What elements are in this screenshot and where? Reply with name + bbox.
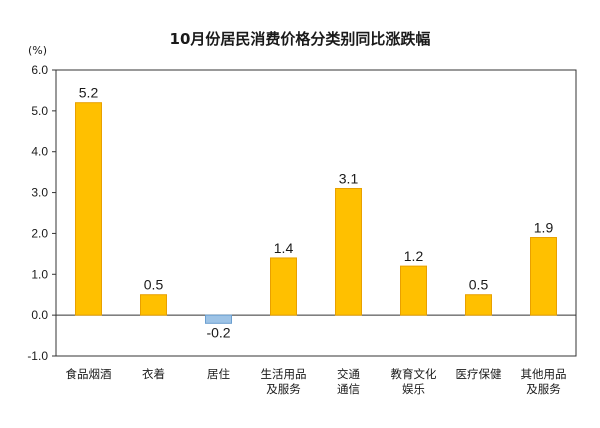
category-label-4-line2: 通信 <box>337 382 360 396</box>
data-label-2: -0.2 <box>206 324 230 340</box>
y-tick-label: 5.0 <box>31 104 48 118</box>
category-label-7: 其他用品 <box>521 367 567 381</box>
y-axis-unit: (%) <box>28 44 47 57</box>
category-label-4: 交通 <box>337 367 360 381</box>
data-label-4: 3.1 <box>339 170 359 186</box>
bar-6 <box>465 294 492 316</box>
bar-1 <box>140 294 167 316</box>
data-label-1: 0.5 <box>144 277 164 293</box>
y-tick-label: 2.0 <box>31 226 48 240</box>
bar-7 <box>530 237 557 316</box>
bar-2 <box>205 314 232 324</box>
y-tick-label: 1.0 <box>31 267 48 281</box>
category-label-0: 食品烟酒 <box>66 367 112 381</box>
category-label-5: 教育文化 <box>391 367 437 381</box>
category-label-6: 医疗保健 <box>456 367 502 381</box>
category-label-2: 居住 <box>207 367 230 381</box>
bar-3 <box>270 257 297 316</box>
bar-0 <box>75 102 102 316</box>
data-label-3: 1.4 <box>274 240 294 256</box>
y-tick-label: 6.0 <box>31 63 48 77</box>
category-label-5-line2: 娱乐 <box>402 382 425 396</box>
category-label-3-line2: 及服务 <box>266 382 301 396</box>
data-label-6: 0.5 <box>469 277 489 293</box>
y-tick-label: 0.0 <box>31 308 48 322</box>
data-label-7: 1.9 <box>534 220 554 236</box>
chart-title: 10月份居民消费价格分类别同比涨跌幅 <box>170 30 431 48</box>
y-tick-label: -1.0 <box>27 349 48 363</box>
bar-5 <box>400 265 427 316</box>
bar-4 <box>335 187 362 316</box>
data-label-5: 1.2 <box>404 248 424 264</box>
y-tick-label: 4.0 <box>31 145 48 159</box>
y-tick-label: 3.0 <box>31 186 48 200</box>
data-label-0: 5.2 <box>79 85 99 101</box>
category-label-1: 衣着 <box>142 367 165 381</box>
plot-frame <box>55 69 577 357</box>
category-label-3: 生活用品 <box>261 367 307 381</box>
category-label-7-line2: 及服务 <box>526 382 561 396</box>
